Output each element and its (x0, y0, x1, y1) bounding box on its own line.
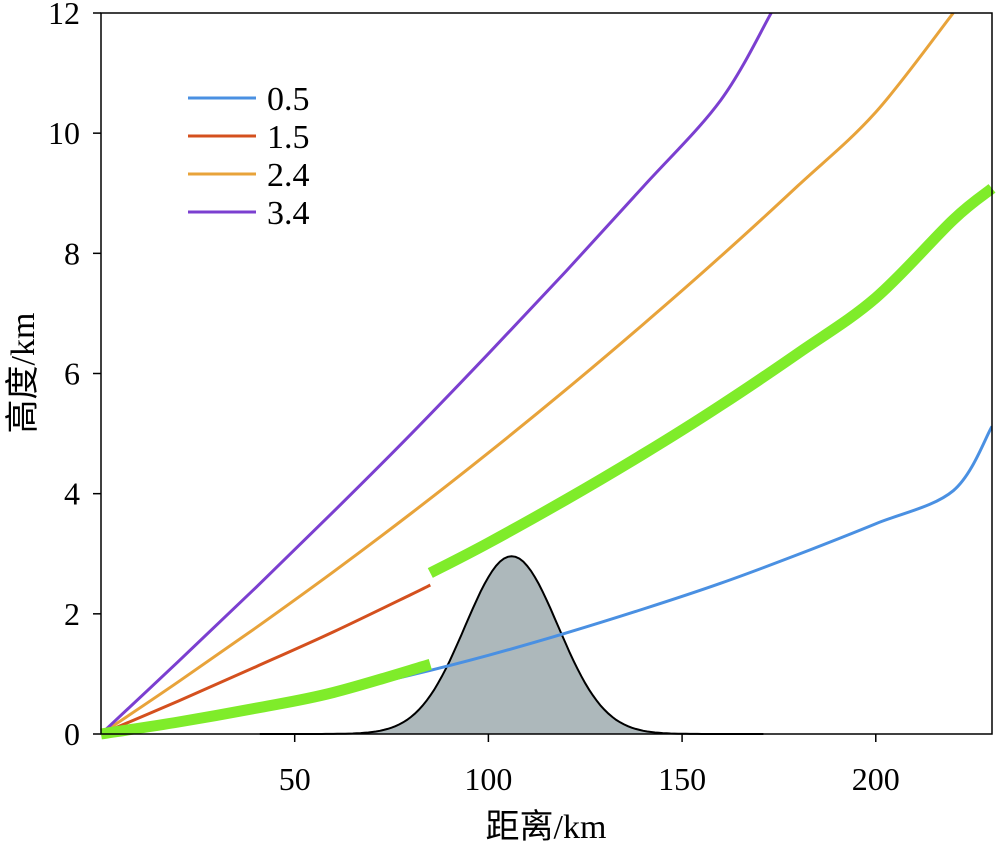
y-tick-label: 2 (64, 596, 80, 632)
series-line-2.4 (101, 13, 955, 734)
y-axis-ticks: 0 2 4 6 8 10 12 (48, 0, 101, 752)
legend-label-2.4: 2.4 (267, 157, 310, 194)
terrain-fill (259, 556, 764, 734)
x-axis-ticks: 50 100 150 200 (279, 734, 900, 797)
highlight-path-2 (427, 184, 996, 578)
y-axis-label: 高度/km (4, 313, 42, 434)
y-tick-label: 4 (64, 476, 80, 512)
series-line-1.5 (101, 583, 431, 734)
y-tick-label: 12 (48, 0, 80, 31)
x-tick-label: 150 (658, 761, 706, 797)
x-tick-label: 50 (279, 761, 311, 797)
y-tick-label: 6 (64, 356, 80, 392)
y-tick-label: 8 (64, 235, 80, 271)
y-tick-label: 10 (48, 115, 80, 151)
x-axis-label: 距离/km (486, 808, 607, 845)
highlight-layer (100, 184, 996, 740)
legend-label-0.5: 0.5 (267, 81, 310, 118)
legend-label-1.5: 1.5 (267, 119, 310, 156)
x-tick-label: 200 (852, 761, 900, 797)
y-tick-label: 0 (64, 716, 80, 752)
legend-label-3.4: 3.4 (267, 195, 310, 232)
highlight-path-1 (100, 659, 432, 740)
x-tick-label: 100 (464, 761, 512, 797)
series-line-3.4 (101, 13, 773, 734)
legend: 0.51.52.43.4 (188, 81, 310, 232)
terrain-layer (259, 555, 764, 735)
